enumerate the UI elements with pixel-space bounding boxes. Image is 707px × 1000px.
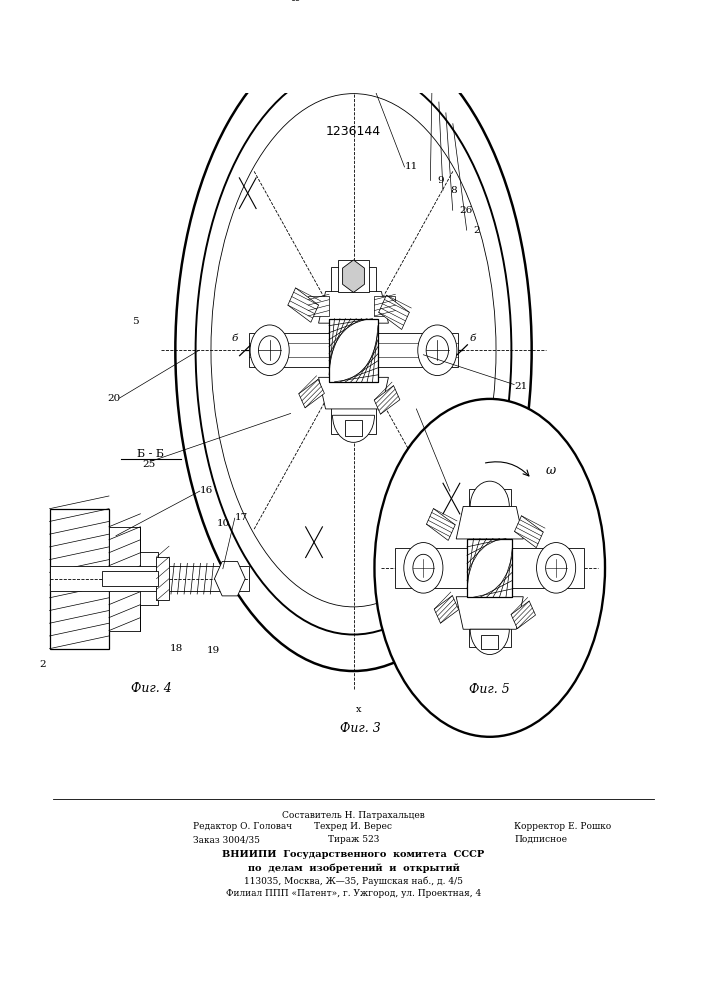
Circle shape — [537, 543, 575, 593]
Polygon shape — [515, 516, 543, 548]
Text: 17: 17 — [235, 513, 248, 522]
Text: 9: 9 — [438, 176, 444, 185]
Text: Филиал ППП «Патент», г. Ужгород, ул. Проектная, 4: Филиал ППП «Патент», г. Ужгород, ул. Про… — [226, 889, 481, 898]
Text: 25: 25 — [143, 460, 156, 469]
Text: б: б — [231, 334, 238, 343]
Text: Заказ 3004/35: Заказ 3004/35 — [193, 835, 259, 844]
Circle shape — [418, 325, 457, 376]
Circle shape — [546, 554, 566, 581]
Text: б: б — [469, 334, 476, 343]
Bar — [338, 260, 369, 292]
Bar — [469, 489, 510, 647]
Bar — [109, 527, 141, 631]
Text: Тираж 523: Тираж 523 — [328, 835, 379, 844]
Circle shape — [347, 42, 360, 58]
Text: Корректор Е. Рошко: Корректор Е. Рошко — [514, 822, 612, 831]
Bar — [375, 296, 395, 316]
Text: Техред И. Верес: Техред И. Верес — [315, 822, 392, 831]
Bar — [249, 333, 458, 367]
Circle shape — [250, 325, 289, 376]
Bar — [345, 420, 362, 436]
Wedge shape — [470, 629, 509, 655]
Text: 113035, Москва, Ж—35, Раушская наб., д. 4/5: 113035, Москва, Ж—35, Раушская наб., д. … — [244, 877, 463, 886]
Bar — [308, 296, 329, 316]
Bar — [102, 571, 158, 586]
Text: 21: 21 — [514, 382, 527, 391]
Text: Составитель Н. Патрахальцев: Составитель Н. Патрахальцев — [282, 811, 425, 820]
Text: 6: 6 — [327, 364, 334, 373]
Bar — [329, 319, 378, 382]
Text: 8: 8 — [450, 186, 457, 195]
Text: 11: 11 — [404, 162, 418, 171]
Circle shape — [426, 336, 448, 365]
Text: Подписное: Подписное — [514, 835, 567, 844]
Text: 2: 2 — [474, 226, 480, 235]
Text: 16: 16 — [200, 486, 213, 495]
Polygon shape — [299, 379, 325, 408]
Circle shape — [259, 336, 281, 365]
Bar — [49, 509, 109, 649]
Text: ω: ω — [291, 0, 301, 4]
Polygon shape — [434, 596, 459, 623]
Polygon shape — [288, 288, 319, 322]
Polygon shape — [426, 509, 455, 540]
Text: 26: 26 — [460, 206, 473, 215]
Bar — [156, 557, 169, 600]
Polygon shape — [374, 386, 400, 414]
Polygon shape — [456, 597, 523, 629]
Circle shape — [404, 543, 443, 593]
Wedge shape — [470, 481, 509, 506]
Polygon shape — [511, 601, 535, 629]
Text: 1236144: 1236144 — [326, 125, 381, 138]
Text: Фиг. 5: Фиг. 5 — [469, 683, 510, 696]
Polygon shape — [456, 506, 523, 539]
Bar — [331, 267, 376, 434]
Bar — [395, 548, 584, 588]
Polygon shape — [319, 377, 388, 409]
Text: Фиг. 4: Фиг. 4 — [131, 682, 171, 695]
Wedge shape — [332, 415, 375, 442]
Text: 5: 5 — [132, 317, 139, 326]
Text: Редактор О. Головач: Редактор О. Головач — [193, 822, 292, 831]
Text: 2: 2 — [39, 660, 46, 669]
Text: ω: ω — [546, 464, 556, 477]
Ellipse shape — [375, 399, 605, 737]
Text: Фиг. 3: Фиг. 3 — [340, 722, 381, 735]
Text: ВНИИПИ  Государственного  комитета  СССР: ВНИИПИ Государственного комитета СССР — [223, 850, 484, 859]
Bar — [49, 566, 249, 591]
Text: 10: 10 — [217, 519, 230, 528]
Text: Б - Б: Б - Б — [137, 449, 165, 459]
Text: 20: 20 — [107, 394, 121, 403]
Bar — [467, 539, 513, 597]
Circle shape — [413, 554, 434, 581]
Polygon shape — [379, 295, 409, 330]
Bar — [481, 635, 498, 649]
Text: 13: 13 — [450, 488, 463, 497]
Polygon shape — [319, 292, 388, 323]
Text: x: x — [356, 705, 362, 714]
Text: по  делам  изобретений  и  открытий: по делам изобретений и открытий — [247, 863, 460, 873]
Text: 18: 18 — [170, 644, 183, 653]
Text: 19: 19 — [206, 646, 220, 655]
